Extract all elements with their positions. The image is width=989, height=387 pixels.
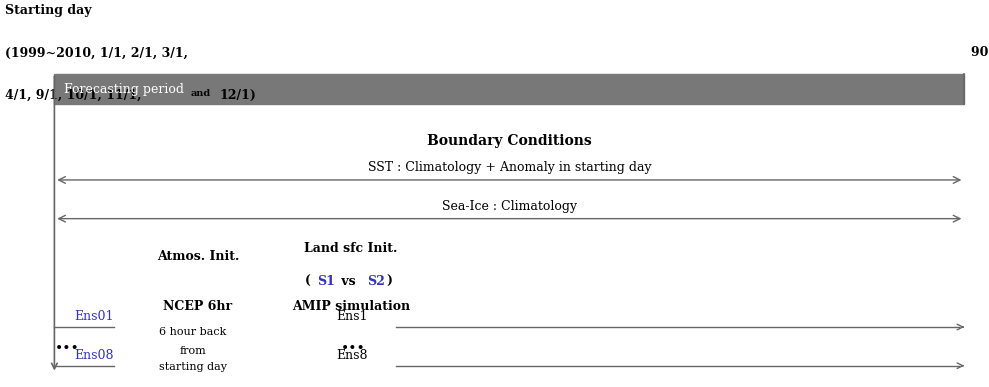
Text: starting day: starting day (159, 362, 226, 372)
Text: from: from (179, 346, 207, 356)
Text: vs: vs (337, 275, 360, 288)
Text: (1999~2010, 1/1, 2/1, 3/1,: (1999~2010, 1/1, 2/1, 3/1, (5, 46, 188, 60)
Text: 6 hour back: 6 hour back (159, 327, 226, 337)
Text: Ens1: Ens1 (336, 310, 368, 323)
Text: S1: S1 (317, 275, 335, 288)
Text: •••: ••• (54, 341, 79, 355)
Text: Atmos. Init.: Atmos. Init. (156, 250, 239, 263)
Bar (54, 74, 964, 104)
Text: 90 days: 90 days (971, 46, 989, 60)
Text: and: and (191, 89, 211, 98)
Text: (: ( (305, 275, 311, 288)
Text: Starting day: Starting day (5, 4, 91, 17)
Text: ): ) (387, 275, 393, 288)
Text: Land sfc Init.: Land sfc Init. (305, 242, 398, 255)
Text: S2: S2 (367, 275, 385, 288)
Text: 4/1, 9/1, 10/1, 11/1,: 4/1, 9/1, 10/1, 11/1, (5, 89, 145, 102)
Text: Sea-Ice : Climatology: Sea-Ice : Climatology (442, 200, 577, 213)
Text: Ens8: Ens8 (336, 349, 368, 362)
Text: NCEP 6hr: NCEP 6hr (163, 300, 232, 313)
Text: •••: ••• (341, 341, 366, 355)
Text: SST : Climatology + Anomaly in starting day: SST : Climatology + Anomaly in starting … (368, 161, 651, 174)
Text: Ens01: Ens01 (74, 310, 114, 323)
Text: 12/1): 12/1) (220, 89, 256, 102)
Text: Ens08: Ens08 (74, 349, 114, 362)
Text: AMIP simulation: AMIP simulation (292, 300, 410, 313)
Text: Forecasting period: Forecasting period (64, 82, 184, 96)
Text: Boundary Conditions: Boundary Conditions (427, 134, 591, 148)
